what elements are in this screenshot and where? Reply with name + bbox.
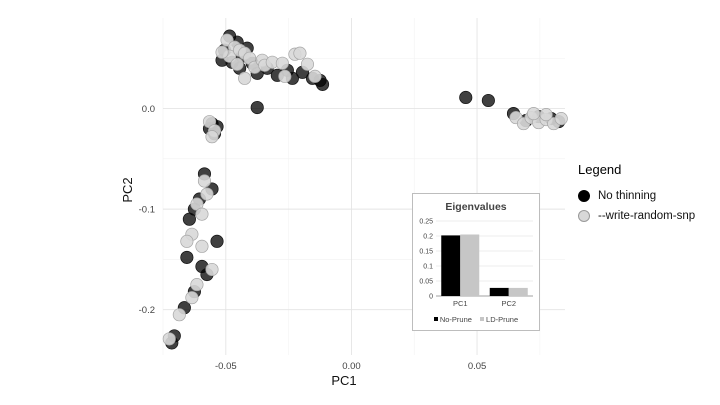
tick-layer: -0.05 0.00 0.05 -0.2 -0.1 0.0 (139, 104, 487, 372)
legend-label: No thinning (598, 190, 657, 202)
data-point (278, 69, 292, 83)
data-point (527, 107, 541, 121)
inset-bar (460, 234, 480, 296)
legend-item-random-snp: --write-random-snp (578, 206, 695, 226)
legend-item-no-thinning: No thinning (578, 186, 695, 206)
inset-bar (508, 287, 528, 296)
data-point (185, 291, 199, 305)
inset-legend-item-ld-prune: LD-Prune (480, 315, 518, 324)
inset-x-tick-label: PC1 (453, 299, 468, 308)
data-point (539, 108, 553, 122)
data-point (205, 262, 219, 277)
y-tick-label: -0.2 (139, 305, 155, 316)
data-point (215, 45, 229, 59)
inset-y-tick-label: 0 (429, 294, 433, 301)
data-point (230, 57, 244, 71)
data-point (315, 77, 330, 91)
data-point (190, 278, 204, 292)
data-point (275, 56, 289, 70)
inset-legend-swatch (480, 317, 485, 321)
legend-key-random-snp (578, 210, 590, 222)
inset-x-tick-label: PC2 (501, 299, 516, 308)
legend: Legend No thinning --write-random-snp (578, 162, 695, 226)
inset-legend-swatch (433, 317, 438, 321)
inset-y-tick-label: 0.15 (419, 249, 433, 256)
data-point (172, 308, 186, 322)
data-point (481, 93, 495, 108)
point-layer (162, 29, 568, 350)
data-point (250, 100, 264, 115)
x-axis-title: PC1 (331, 373, 356, 388)
data-point (293, 46, 307, 60)
inset-y-tick-label: 0.25 (419, 219, 433, 226)
inset-y-tick-label: 0.2 (423, 234, 433, 241)
data-point (238, 71, 252, 85)
inset-y-tick-label: 0.05 (419, 279, 433, 286)
data-point (459, 90, 473, 105)
inset-bar (489, 287, 509, 296)
inset-title: Eigenvalues (445, 201, 507, 213)
inset-bar (441, 235, 461, 296)
data-point (162, 332, 176, 346)
data-point (200, 187, 214, 201)
x-tick-label: -0.05 (215, 361, 237, 372)
x-tick-label: 0.00 (342, 361, 361, 372)
data-point (300, 57, 315, 71)
data-point (205, 130, 219, 144)
y-tick-label: 0.0 (142, 104, 155, 115)
data-point (210, 234, 224, 248)
data-point (308, 69, 322, 83)
y-axis-title: PC2 (120, 177, 135, 202)
data-point (197, 174, 212, 188)
eigenvalues-inset-chart: Eigenvalues 0 0.05 0.1 0.15 0.2 0.25 PC1 PC2 No… (412, 193, 540, 331)
y-tick-label: -0.1 (139, 205, 155, 216)
data-point (182, 212, 196, 226)
inset-y-tick-label: 0.1 (423, 264, 433, 271)
inset-legend: No-Prune LD-Prune (413, 315, 539, 324)
inset-legend-label: LD-Prune (486, 315, 519, 324)
data-point (554, 112, 568, 126)
inset-legend-label: No-Prune (439, 315, 472, 324)
x-tick-label: 0.05 (468, 361, 487, 372)
data-point (195, 207, 209, 221)
data-point (180, 234, 194, 248)
data-point (195, 239, 209, 253)
eigenvalues-bar-chart: 0 0.05 0.1 0.15 0.2 0.25 PC1 PC2 (419, 219, 533, 308)
legend-title: Legend (578, 162, 622, 177)
series-write-random-snp (162, 33, 568, 346)
legend-label: --write-random-snp (598, 210, 696, 222)
legend-key-no-thinning (578, 190, 590, 202)
data-point (180, 250, 194, 264)
inset-legend-item-no-prune: No-Prune (433, 315, 474, 324)
